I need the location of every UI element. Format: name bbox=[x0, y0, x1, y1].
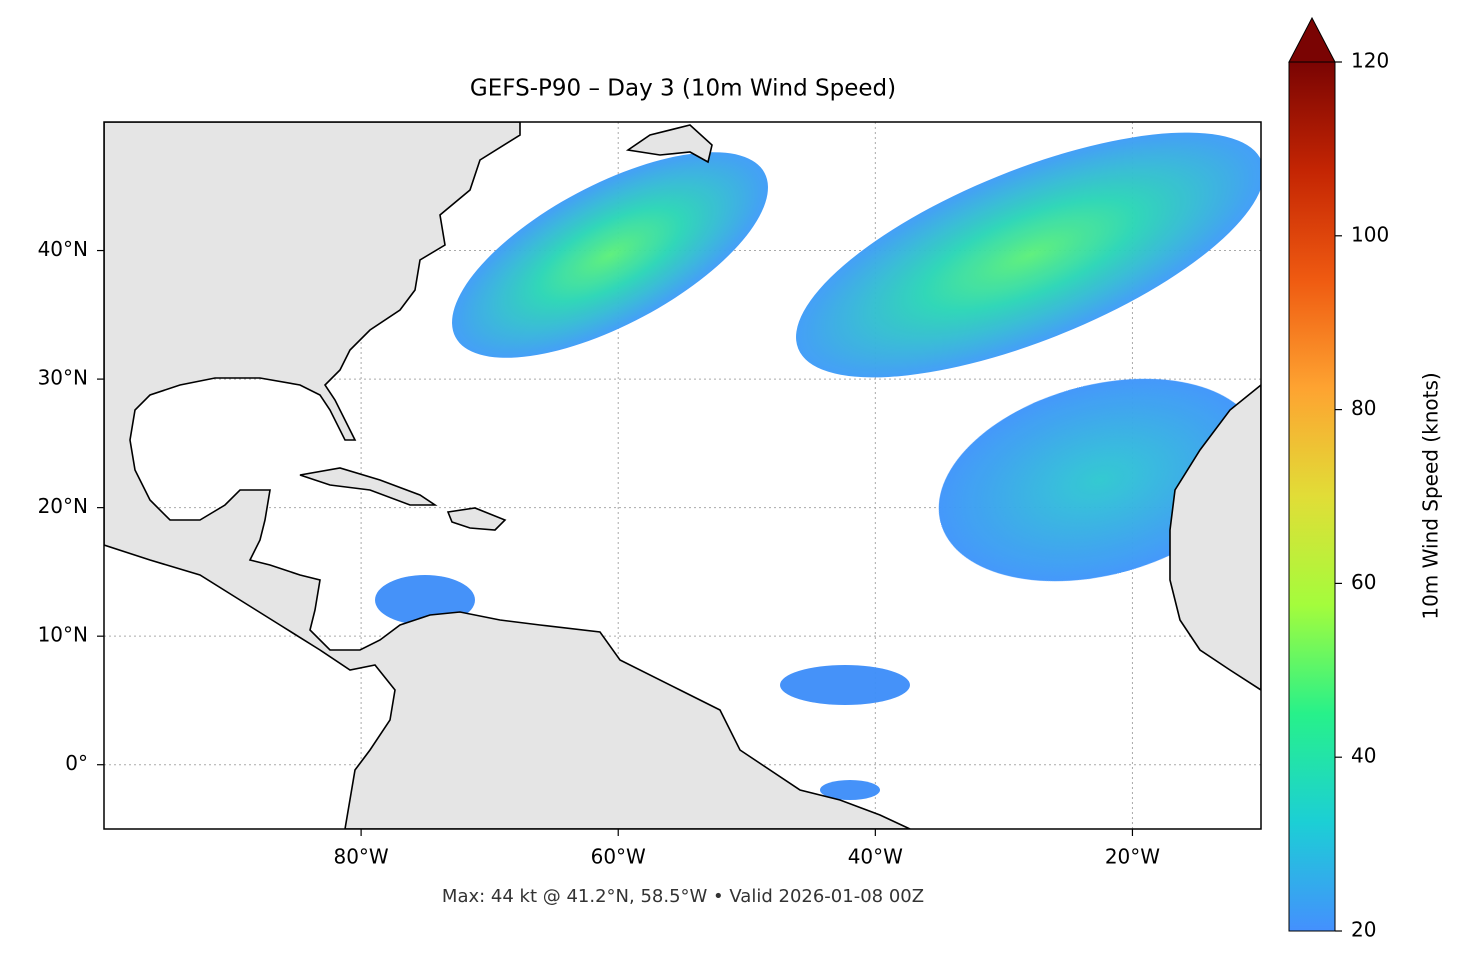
newfoundland bbox=[625, 124, 713, 164]
colorbar-tick-label: 20 bbox=[1351, 918, 1376, 942]
africa bbox=[1169, 383, 1261, 691]
map-frame bbox=[103, 121, 1262, 830]
cuba bbox=[299, 467, 438, 506]
colorbar-label: 10m Wind Speed (knots) bbox=[1419, 372, 1443, 619]
y-tick-label: 30°N bbox=[38, 366, 88, 390]
y-tick-label: 20°N bbox=[38, 494, 88, 518]
chart-title: GEFS-P90 – Day 3 (10m Wind Speed) bbox=[470, 76, 896, 102]
colorbar-tick-label: 40 bbox=[1351, 744, 1376, 768]
x-tick-label: 40°W bbox=[848, 845, 903, 869]
hispaniola bbox=[446, 507, 507, 531]
y-tick-label: 10°N bbox=[38, 623, 88, 647]
x-tick-label: 60°W bbox=[591, 845, 646, 869]
x-tick-label: 20°W bbox=[1105, 845, 1160, 869]
y-tick-label: 40°N bbox=[38, 237, 88, 261]
map-area bbox=[104, 122, 1261, 829]
y-tick-label: 0° bbox=[65, 751, 88, 775]
colorbar-tick-label: 80 bbox=[1351, 396, 1376, 420]
colorbar-tick-label: 120 bbox=[1351, 49, 1389, 73]
footnote: Max: 44 kt @ 41.2°N, 58.5°W • Valid 2026… bbox=[442, 886, 924, 907]
colorbar-tick-label: 100 bbox=[1351, 222, 1389, 246]
colorbar-extend bbox=[1288, 16, 1336, 63]
colorbar-tick-label: 60 bbox=[1351, 570, 1376, 594]
x-tick-label: 80°W bbox=[333, 845, 388, 869]
americas bbox=[104, 122, 911, 829]
colorbar bbox=[1288, 61, 1336, 932]
